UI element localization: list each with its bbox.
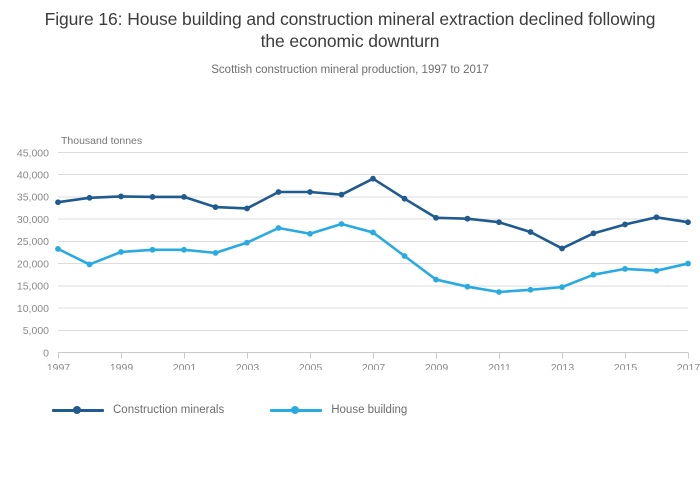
y-axis-tick-label: 40,000 <box>17 170 49 182</box>
data-point[interactable] <box>181 246 187 253</box>
data-point[interactable] <box>118 193 124 200</box>
data-point[interactable] <box>559 284 565 291</box>
y-axis-tick-label: 25,000 <box>17 236 49 248</box>
data-point[interactable] <box>244 205 250 212</box>
data-point[interactable] <box>401 253 408 259</box>
legend-item-construction-minerals[interactable]: Construction minerals <box>52 404 224 416</box>
data-point[interactable] <box>275 189 282 195</box>
data-point[interactable] <box>86 261 93 268</box>
data-point[interactable] <box>86 194 93 201</box>
y-axis-tick-label: 15,000 <box>17 281 49 293</box>
y-axis-unit-label: Thousand tonnes <box>61 135 143 147</box>
data-point[interactable] <box>212 204 219 211</box>
data-point[interactable] <box>307 230 313 237</box>
data-point[interactable] <box>685 260 691 267</box>
data-point[interactable] <box>527 286 534 293</box>
data-point[interactable] <box>181 193 187 200</box>
x-axis-tick-label: 2007 <box>362 362 386 370</box>
legend-item-house-building[interactable]: House building <box>270 404 407 416</box>
data-point[interactable] <box>149 193 156 200</box>
chart-subtitle: Scottish construction mineral production… <box>211 64 489 76</box>
x-axis-tick-label: 1997 <box>47 362 71 370</box>
chart-header: Figure 16: House building and constructi… <box>0 0 700 76</box>
y-axis-tick-label: 20,000 <box>17 258 49 270</box>
y-axis-tick-label: 10,000 <box>17 303 49 315</box>
y-axis-tick-label: 30,000 <box>17 214 49 226</box>
data-point[interactable] <box>307 189 313 195</box>
series-construction-minerals <box>55 175 691 252</box>
data-point[interactable] <box>338 191 345 198</box>
data-point[interactable] <box>464 283 471 290</box>
data-point[interactable] <box>275 225 282 231</box>
x-axis-tick-label: 2011 <box>488 362 511 370</box>
data-point[interactable] <box>55 245 61 252</box>
series-house-building <box>55 221 691 295</box>
line-chart-svg: 0 5,000 10,000 15,000 20,000 25,000 30,000 35,0… <box>17 147 700 370</box>
x-axis-tick-label: 2001 <box>173 362 197 370</box>
chart-title: Figure 16: House building and constructi… <box>44 9 656 51</box>
data-point[interactable] <box>590 271 597 278</box>
data-point[interactable] <box>55 199 61 206</box>
legend-label-house-building: House building <box>331 404 408 416</box>
data-point[interactable] <box>118 249 124 255</box>
data-point[interactable] <box>685 219 691 226</box>
data-point[interactable] <box>338 221 345 227</box>
data-point[interactable] <box>433 276 439 283</box>
legend-line-icon-house-building <box>270 404 323 416</box>
data-point[interactable] <box>464 215 471 222</box>
legend-label-construction-minerals: Construction minerals <box>113 404 225 416</box>
data-point[interactable] <box>496 289 502 295</box>
x-axis-tick-label: 2017 <box>677 362 700 370</box>
data-point[interactable] <box>370 229 376 236</box>
y-axis-tick-label: 5,000 <box>23 325 49 337</box>
data-point[interactable] <box>527 229 534 235</box>
x-axis-tick-label: 2003 <box>236 362 260 370</box>
data-point[interactable] <box>370 175 376 182</box>
x-axis-tick-label: 2005 <box>299 362 323 370</box>
data-point[interactable] <box>244 239 250 246</box>
y-axis-tick-label: 35,000 <box>17 192 49 204</box>
x-axis-tick-label: 2009 <box>425 362 449 370</box>
data-point[interactable] <box>212 249 219 256</box>
chart-legend: Construction minerals House building <box>52 404 407 416</box>
data-point[interactable] <box>622 221 628 228</box>
y-axis-tick-label: 45,000 <box>17 147 49 159</box>
data-point[interactable] <box>401 195 408 202</box>
x-axis-tick-label: 2013 <box>551 362 575 370</box>
data-point[interactable] <box>653 214 660 221</box>
data-point[interactable] <box>622 265 628 272</box>
data-point[interactable] <box>433 214 439 221</box>
x-axis-tick-label: 2015 <box>614 362 638 370</box>
data-point[interactable] <box>149 246 156 253</box>
data-point[interactable] <box>590 230 597 237</box>
data-point[interactable] <box>496 219 502 226</box>
y-axis-tick-label: 0 <box>43 347 49 359</box>
plot-area: Thousand tonnes 0 5,000 10,000 15,000 20,000… <box>0 120 700 370</box>
legend-line-icon-construction-minerals <box>52 404 104 416</box>
data-point[interactable] <box>653 267 660 274</box>
x-axis-tick-label: 1999 <box>110 362 134 370</box>
data-point[interactable] <box>559 245 565 252</box>
